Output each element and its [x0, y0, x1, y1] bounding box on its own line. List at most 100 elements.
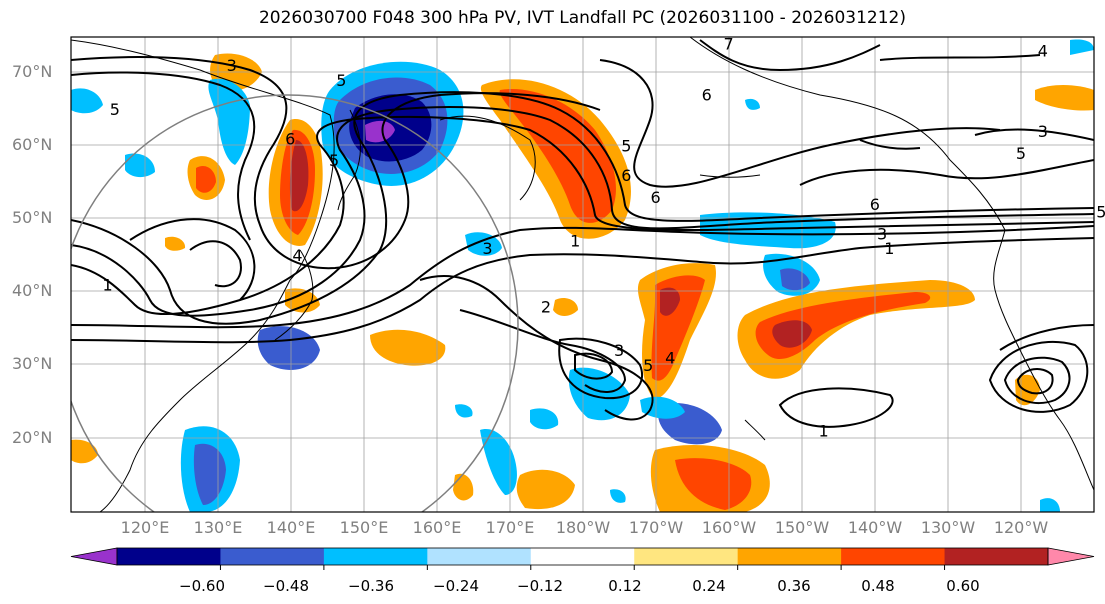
pv-contour-line [71, 91, 1094, 325]
pv-contour-line [71, 225, 1094, 329]
pv-positive-region [196, 165, 216, 193]
hawaii-islands [744, 419, 766, 441]
chart-title: 2026030700 F048 300 hPa PV, IVT Landfall… [258, 8, 906, 28]
pv-negative-region [610, 489, 626, 503]
contour-label: 2 [541, 297, 551, 316]
colorbar-extend-low [70, 547, 118, 566]
colorbar-label: −0.36 [348, 577, 394, 595]
pv-positive-region [370, 329, 446, 366]
contour-label: 4 [665, 349, 675, 368]
pv-contour-line [71, 106, 1094, 317]
contour-label: 3 [614, 341, 624, 360]
colorbar-segment [634, 548, 739, 565]
pv-contour-line [459, 309, 627, 393]
contour-label: 6 [621, 166, 631, 185]
pv-contour-line [71, 71, 256, 241]
colorbar-segment [944, 548, 1049, 565]
colorbar-label: −0.60 [179, 577, 225, 595]
pv-contour-line [699, 39, 881, 72]
contour-label: 3 [877, 224, 887, 243]
contour-label: 3 [1038, 122, 1048, 141]
pv-contour-line [71, 56, 601, 270]
lon-label-180w: 180°W [555, 518, 611, 537]
contour-label: 5 [1096, 202, 1105, 221]
colorbar-frame [116, 547, 1049, 566]
pv-positive-region [71, 439, 98, 464]
colorbar-label: 0.48 [861, 577, 895, 595]
gridlines [71, 37, 1094, 512]
pv-negative-region [1040, 498, 1060, 512]
contour-label: 5 [1016, 144, 1026, 163]
aleutian-islands [699, 174, 761, 178]
pv-contour-line [419, 275, 654, 421]
pv-negative-region [745, 98, 760, 110]
pv-contour-line [999, 324, 1094, 351]
contour-label: 6 [870, 195, 880, 214]
contour-labels: 665311354423156556615354973 [102, 34, 1105, 441]
contour-label: 5 [336, 71, 346, 90]
colorbar-label: 0.24 [692, 577, 726, 595]
colorbar-label: 0.36 [777, 577, 811, 595]
colorbar-extend-high [1047, 547, 1095, 566]
pv-negative-region [530, 408, 559, 430]
pv-positive-region [553, 298, 578, 316]
contour-label: 4 [1038, 42, 1048, 61]
lon-label-140e: 140°E [266, 518, 316, 537]
range-ring [71, 94, 519, 512]
lon-label-140w: 140°W [847, 518, 903, 537]
lon-label-160e: 160°E [412, 518, 462, 537]
pv-contour-line [599, 59, 1001, 188]
map-frame [70, 36, 1095, 513]
contour-label: 4 [292, 246, 302, 265]
pv-contours [71, 39, 1094, 428]
pv-contour-line [574, 352, 614, 380]
pv-contour-line [988, 340, 1089, 413]
contour-label: 6 [702, 85, 712, 104]
lon-label-130e: 130°E [193, 518, 243, 537]
pv-negative-region [640, 396, 685, 419]
colorbar-segment [530, 548, 635, 565]
pv-contour-line [71, 115, 1094, 315]
pv-contour-line [1016, 368, 1054, 395]
pv-positive-region [285, 288, 320, 313]
lat-label-30n: 30°N [12, 354, 53, 373]
pv-negative-region [465, 232, 502, 256]
lon-label-120w: 120°W [993, 518, 1049, 537]
colorbar-segment [220, 548, 325, 565]
chukotka-coastline [439, 115, 536, 201]
colorbar-segment [841, 548, 946, 565]
pv-contour-line [189, 240, 242, 288]
colorbar-segments [70, 547, 1095, 566]
contour-label: 6 [285, 129, 295, 148]
pv-contour-line [778, 387, 894, 428]
lat-label-60n: 60°N [12, 135, 53, 154]
contour-label: 1 [102, 275, 112, 294]
pv-negative-region [71, 88, 103, 114]
contour-label: 5 [110, 100, 120, 119]
lon-label-150e: 150°E [339, 518, 389, 537]
contour-label: 1 [819, 422, 829, 441]
pv-positive-region [516, 469, 575, 510]
colorbar-segment [427, 548, 532, 565]
pv-positive-region [675, 458, 752, 510]
contour-label: 6 [650, 188, 660, 207]
pv-negative-region [455, 404, 473, 418]
pv-negative-region [568, 367, 630, 421]
colorbar [70, 547, 1095, 570]
lon-label-170w: 170°W [628, 518, 684, 537]
lat-label-40n: 40°N [12, 281, 53, 300]
contour-label: 5 [643, 356, 653, 375]
colorbar-segment [117, 548, 221, 565]
lon-label-130w: 130°W [920, 518, 976, 537]
pv-negative-region [257, 326, 320, 370]
lat-label-50n: 50°N [12, 208, 53, 227]
colorbar-label: −0.24 [433, 577, 479, 595]
asia-coastline [71, 39, 335, 512]
contour-label: 3 [482, 239, 492, 258]
lon-label-160w: 160°W [701, 518, 757, 537]
pv-contour-line [1003, 356, 1071, 405]
colorbar-label: 0.12 [608, 577, 642, 595]
pv-shading-layer [71, 39, 1094, 512]
colorbar-ticks [219, 565, 946, 570]
